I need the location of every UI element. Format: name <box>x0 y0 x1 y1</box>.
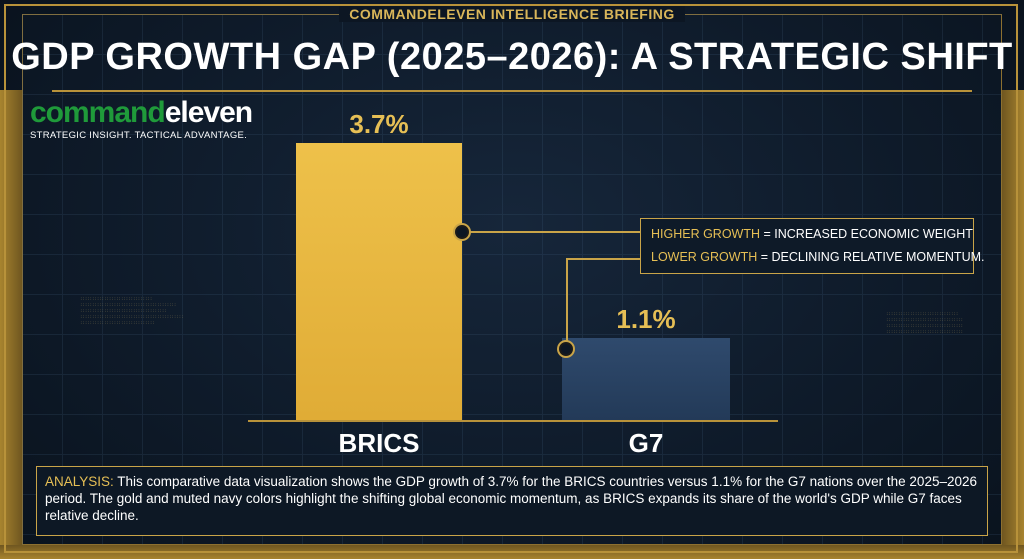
title-divider <box>52 90 972 92</box>
legend-line-higher: HIGHER GROWTH = INCREASED ECONOMIC WEIGH… <box>651 227 973 241</box>
background-grid <box>22 14 1002 545</box>
category-label-g7: G7 <box>628 428 664 458</box>
legend-highlight-lower: LOWER GROWTH <box>651 250 758 264</box>
logo-part-eleven: eleven <box>164 96 253 129</box>
connector-line-brics <box>462 231 640 233</box>
analysis-box: ANALYSIS: This comparative data visualiz… <box>36 466 988 536</box>
logo-part-command: command <box>30 96 166 129</box>
decorative-data-text-left: :::::::::::::::::::::::::::::: :::::::::… <box>80 296 184 325</box>
gold-side-band-right <box>1002 90 1024 559</box>
value-label-g7: 1.1% <box>616 304 676 334</box>
logo-wordmark: commandeleven <box>30 96 253 129</box>
legend-line-lower: LOWER GROWTH = DECLINING RELATIVE MOMENT… <box>651 250 984 264</box>
growth-legend: HIGHER GROWTH = INCREASED ECONOMIC WEIGH… <box>640 218 984 274</box>
chart-baseline <box>248 420 778 422</box>
connector-line-g7-horizontal <box>566 258 640 260</box>
category-label-brics: BRICS <box>338 428 420 458</box>
value-label-brics: 3.7% <box>349 109 409 139</box>
connector-line-g7-vertical <box>566 258 568 348</box>
analysis-text: This comparative data visualization show… <box>45 474 977 523</box>
decorative-data-text-right: :::::::::::::::::::::::::::::: :::::::::… <box>886 311 964 334</box>
brand-logo: commandeleven STRATEGIC INSIGHT. TACTICA… <box>30 96 253 142</box>
briefing-tag: COMMANDELEVEN INTELLIGENCE BRIEFING <box>0 6 1024 24</box>
page-title: GDP GROWTH GAP (2025–2026): A STRATEGIC … <box>11 36 1013 78</box>
analysis-key: ANALYSIS: <box>45 474 114 489</box>
briefing-label: COMMANDELEVEN INTELLIGENCE BRIEFING <box>339 6 685 22</box>
connector-dot-brics <box>455 225 469 239</box>
legend-text-higher: = INCREASED ECONOMIC WEIGHT <box>760 227 973 241</box>
bar-g7 <box>562 338 730 420</box>
legend-highlight-higher: HIGHER GROWTH <box>651 227 761 241</box>
outer-frame <box>4 4 1018 553</box>
connector-dot-g7 <box>559 342 573 356</box>
logo-tagline: STRATEGIC INSIGHT. TACTICAL ADVANTAGE. <box>30 130 248 141</box>
inner-panel <box>22 14 1002 545</box>
bar-brics <box>296 143 462 420</box>
legend-text-lower: = DECLINING RELATIVE MOMENTUM. <box>757 250 985 264</box>
